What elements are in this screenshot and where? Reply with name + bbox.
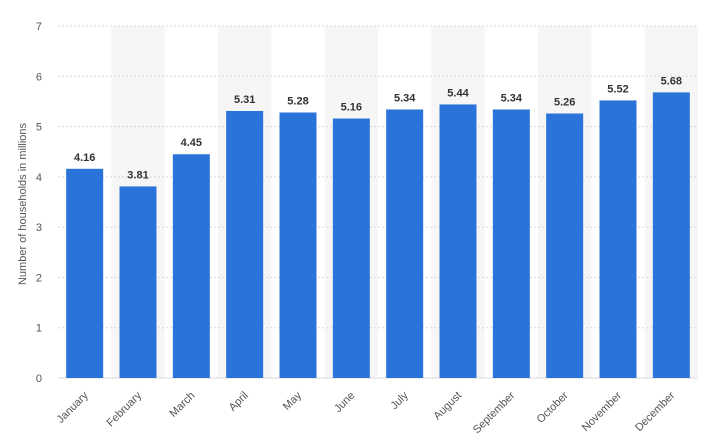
x-tick-label: November	[580, 389, 625, 434]
y-axis-ticks: 0 1 2 3 4 5 6 7	[36, 21, 42, 385]
value-label: 5.68	[661, 75, 682, 87]
value-label: 5.28	[287, 95, 308, 107]
y-tick-label: 7	[36, 21, 42, 33]
y-tick-label: 6	[36, 71, 42, 83]
value-label: 5.34	[501, 92, 523, 104]
bar-august	[439, 104, 477, 379]
gridlines	[58, 25, 698, 379]
y-tick-label: 4	[36, 172, 42, 184]
y-tick-label: 3	[36, 222, 42, 234]
x-tick-label: May	[281, 389, 305, 413]
bar-january	[66, 168, 104, 378]
bars	[66, 92, 690, 379]
value-label: 5.44	[447, 87, 469, 99]
x-tick-label: January	[55, 389, 92, 426]
x-tick-label: June	[332, 390, 357, 415]
x-tick-label: August	[431, 390, 464, 423]
y-tick-label: 2	[36, 272, 42, 284]
value-label: 4.45	[181, 137, 202, 149]
x-tick-label: July	[388, 389, 411, 412]
y-tick-label: 0	[36, 373, 42, 385]
bar-may	[279, 112, 317, 379]
x-tick-label: March	[167, 390, 197, 420]
bar-february	[119, 186, 157, 378]
value-label: 5.16	[341, 102, 362, 114]
x-tick-label: October	[535, 389, 571, 425]
value-label: 5.34	[394, 92, 416, 104]
x-tick-label: February	[105, 389, 145, 429]
y-axis-title: Number of households in millions	[17, 122, 29, 285]
value-label: 4.16	[74, 152, 95, 164]
value-label: 5.26	[554, 96, 575, 108]
bar-march	[172, 154, 210, 378]
value-label: 5.52	[607, 83, 628, 95]
bar-december	[652, 92, 690, 379]
x-tick-label: April	[227, 390, 251, 414]
value-labels: 4.16 3.81 4.45 5.31 5.28 5.16 5.34 5.44 5.34 5.26…	[74, 75, 682, 181]
x-tick-label: December	[633, 389, 678, 434]
y-tick-label: 5	[36, 122, 42, 134]
x-axis-ticks: January February March April May June July Augu…	[55, 389, 678, 436]
bar-september	[492, 109, 530, 378]
bar-april	[226, 110, 264, 379]
y-tick-label: 1	[36, 323, 42, 335]
bar-july	[386, 109, 424, 378]
bar-october	[546, 113, 584, 379]
bar-november	[599, 100, 637, 379]
value-label: 5.31	[234, 94, 255, 106]
bar-june	[332, 118, 370, 379]
value-label: 3.81	[127, 169, 148, 181]
x-tick-label: September	[471, 389, 518, 436]
